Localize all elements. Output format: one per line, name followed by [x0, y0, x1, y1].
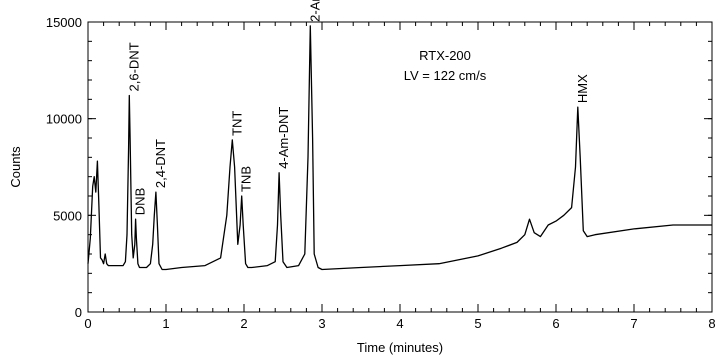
axis-tick-labels: 0 1 2 3 4 5 6 7 8 0 5000 10000 15000 — [46, 15, 716, 331]
peak-labels: 2,6-DNT DNB 2,4-DNT TNT TNB 4-Am-DNT 2-Am-DNT … — [126, 0, 590, 215]
x-tick-label: 4 — [396, 316, 403, 331]
peak-label: TNB — [239, 166, 254, 192]
peak-label: 2,6-DNT — [126, 42, 141, 91]
chromatogram-trace — [87, 25, 712, 271]
y-tick-label: 0 — [75, 305, 82, 320]
y-tick-label: 10000 — [46, 112, 82, 127]
annotation-linear-velocity: LV = 122 cm/s — [404, 68, 487, 83]
peak-label: 2,4-DNT — [153, 139, 168, 188]
peak-label: TNT — [229, 111, 244, 136]
axis-ticks — [87, 21, 713, 313]
peak-label: DNB — [133, 188, 148, 215]
y-tick-label: 15000 — [46, 15, 82, 30]
x-axis-label: Time (minutes) — [357, 340, 443, 355]
x-tick-label: 5 — [474, 316, 481, 331]
x-tick-label: 3 — [318, 316, 325, 331]
plot-frame — [87, 21, 713, 313]
peak-label: 2-Am-DNT and RDX — [307, 0, 322, 22]
x-tick-label: 8 — [708, 316, 715, 331]
x-tick-label: 2 — [240, 316, 247, 331]
y-axis-label: Counts — [8, 146, 23, 188]
x-tick-label: 0 — [84, 316, 91, 331]
peak-label: HMX — [575, 74, 590, 103]
y-tick-label: 5000 — [53, 208, 82, 223]
x-tick-label: 7 — [630, 316, 637, 331]
peak-label: 4-Am-DNT — [276, 107, 291, 169]
x-tick-label: 6 — [552, 316, 559, 331]
annotation-column: RTX-200 — [419, 48, 471, 63]
x-tick-label: 1 — [162, 316, 169, 331]
